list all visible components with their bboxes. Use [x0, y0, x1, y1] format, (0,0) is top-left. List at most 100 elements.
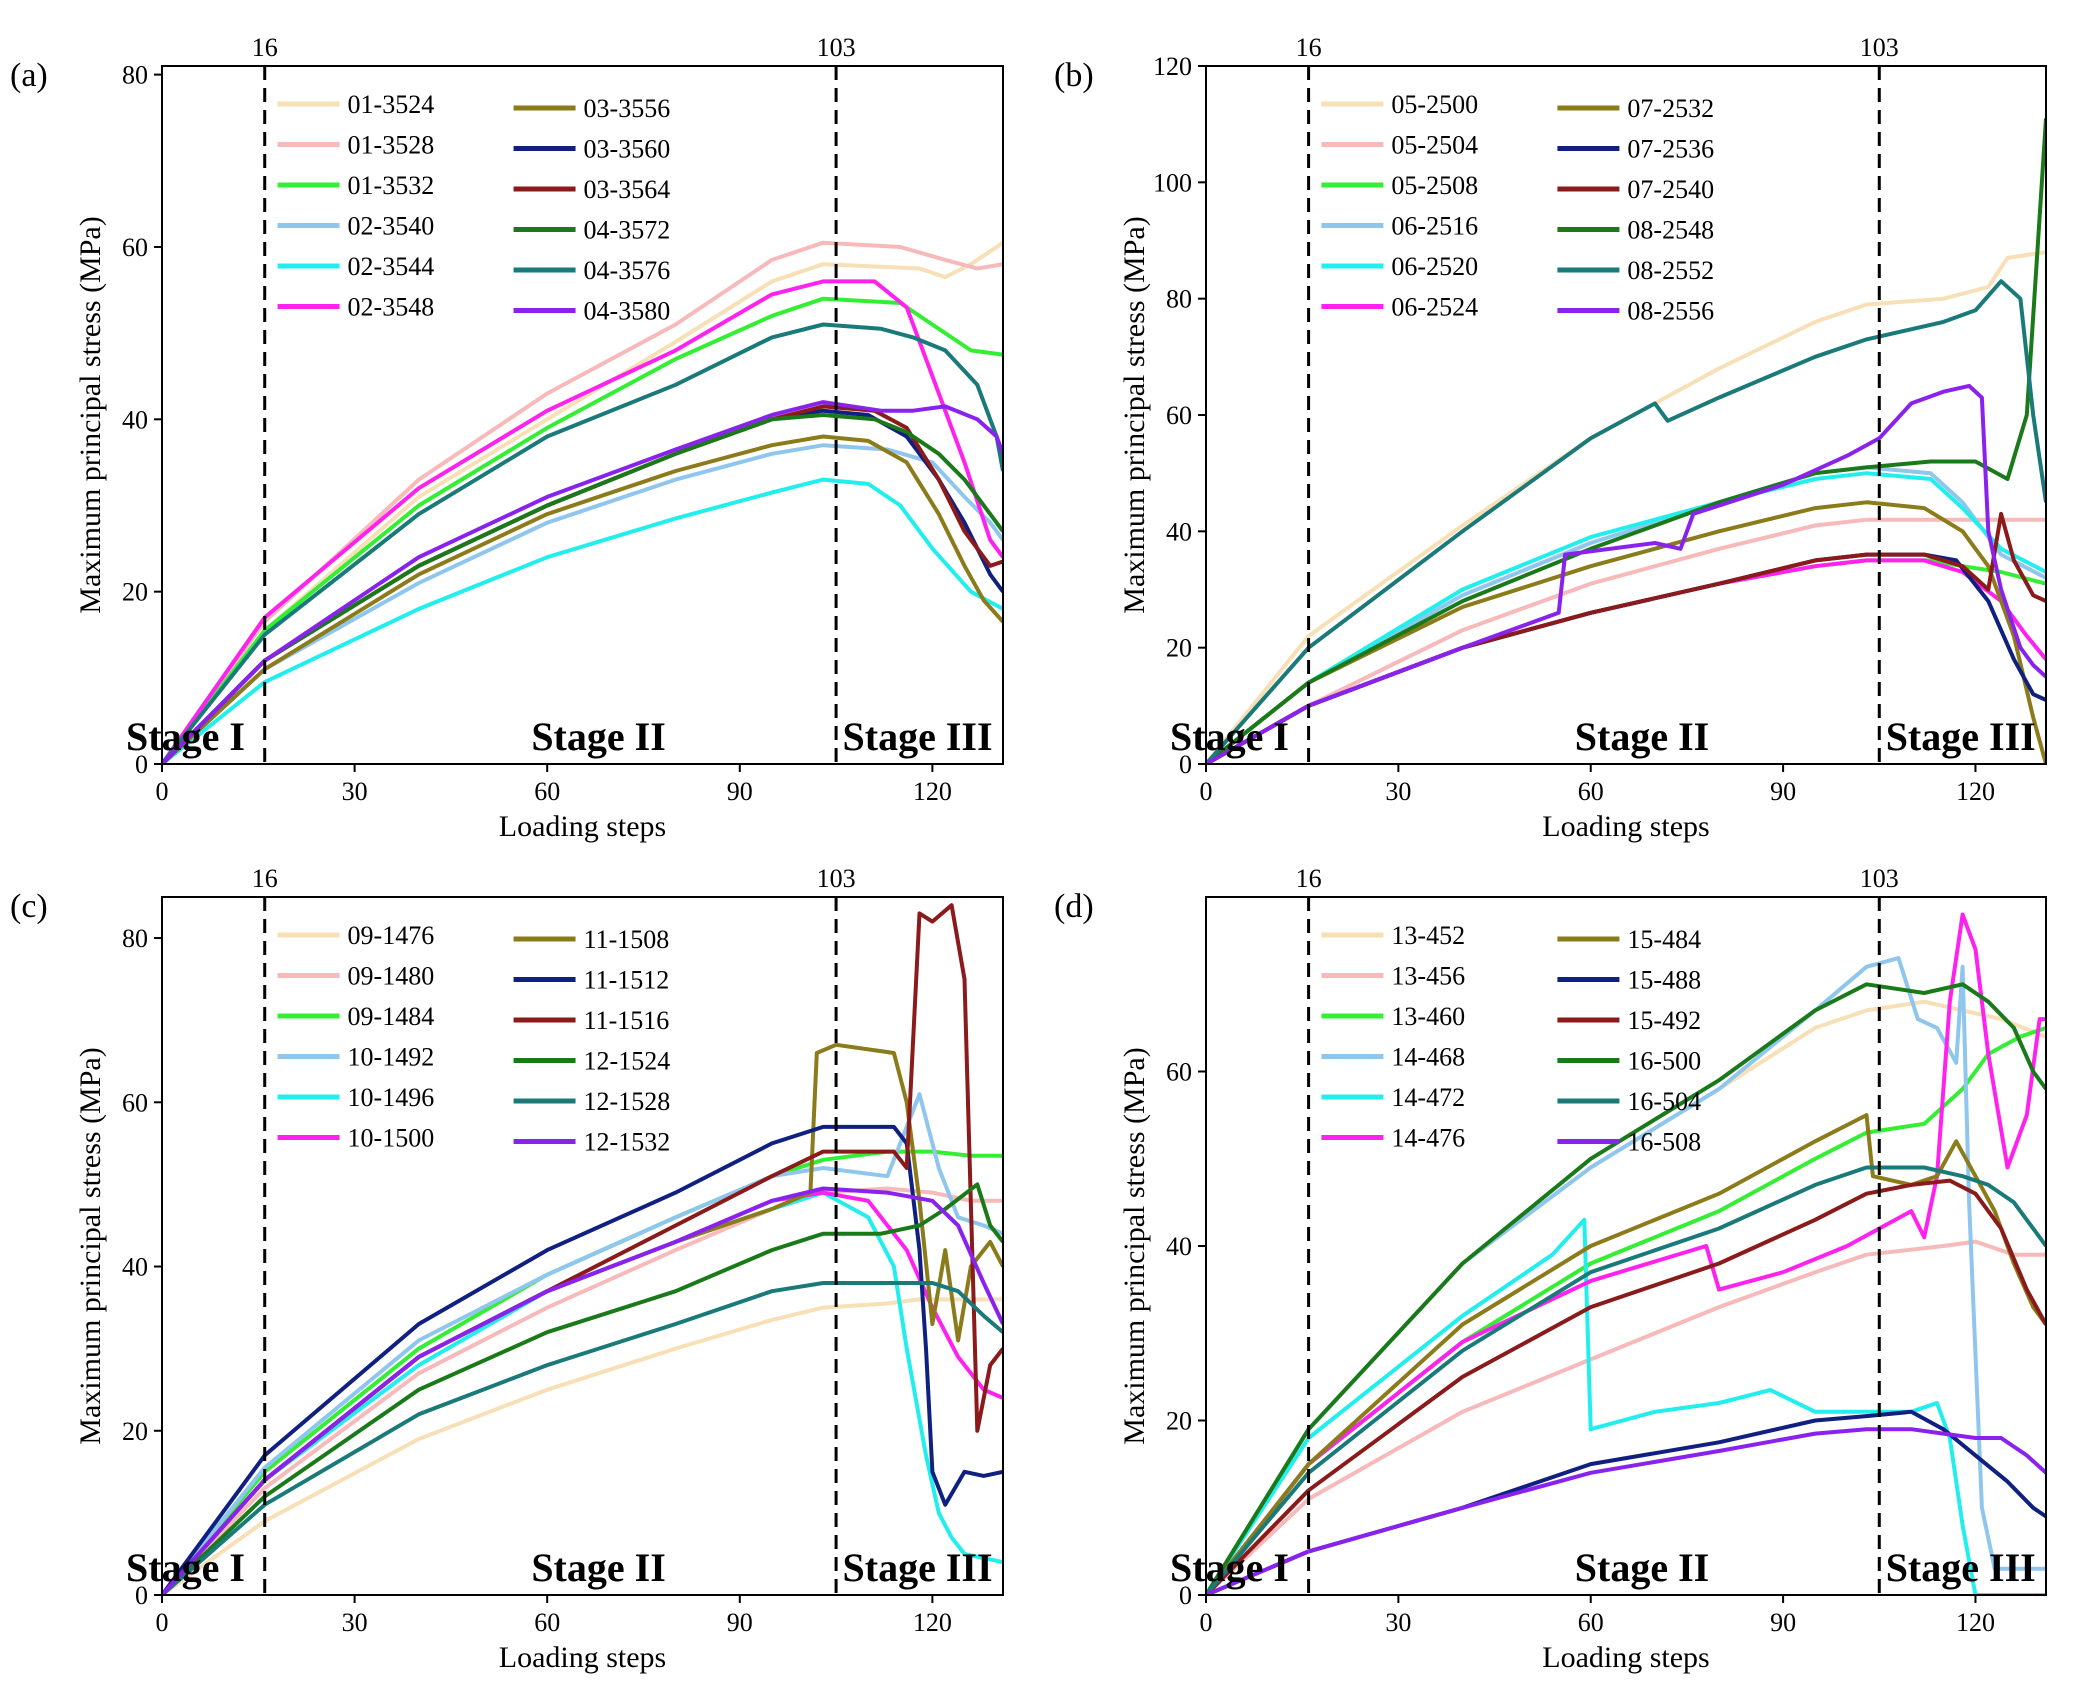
series-line-13-452 — [1206, 999, 2046, 1595]
legend-item-05-2504: 05-2504 — [1391, 131, 1478, 160]
legend-item-09-1480: 09-1480 — [348, 962, 435, 991]
legend-item-15-492: 15-492 — [1627, 1006, 1701, 1035]
panel-b: 16 103 0 30 60 90 120 0 20 40 60 80 100 120 Loading st… — [1054, 33, 2047, 843]
legend-item-01-3528: 01-3528 — [348, 131, 435, 160]
legend-item-14-476: 14-476 — [1391, 1124, 1465, 1153]
series-line-14-476 — [1206, 912, 2046, 1595]
y-axis-title: Maximum principal stress (MPa) — [1118, 216, 1151, 613]
series-line-15-492 — [1206, 1178, 2046, 1595]
series-line-12-1528 — [162, 1281, 1003, 1595]
x-tick-label: 0 — [1200, 1608, 1213, 1637]
y-tick-label: 0 — [135, 750, 148, 779]
series-line-13-460 — [1206, 1026, 2046, 1595]
stage-divider-label: 16 — [252, 864, 278, 893]
stage-divider-label: 103 — [1860, 33, 1899, 62]
x-tick-label: 30 — [342, 777, 368, 806]
panel-label: (d) — [1054, 888, 1094, 925]
legend-item-14-468: 14-468 — [1391, 1043, 1465, 1072]
legend-item-01-3524: 01-3524 — [348, 90, 435, 119]
legend-item-02-3540: 02-3540 — [348, 212, 435, 241]
series-line-01-3532 — [162, 296, 1003, 764]
legend-item-14-472: 14-472 — [1391, 1083, 1465, 1112]
legend-item-06-2516: 06-2516 — [1391, 212, 1478, 241]
legend-item-08-2548: 08-2548 — [1627, 216, 1714, 245]
series-line-14-472 — [1206, 1217, 2046, 1595]
y-tick-label: 120 — [1153, 52, 1192, 81]
plot-frame — [161, 896, 1004, 1596]
x-tick-label: 30 — [1385, 777, 1411, 806]
series-line-08-2556 — [1206, 383, 2046, 764]
stage-label-3: Stage III — [843, 1545, 993, 1590]
x-tick-label: 0 — [1200, 777, 1213, 806]
x-tick-label: 0 — [156, 1608, 169, 1637]
legend-item-16-500: 16-500 — [1627, 1047, 1701, 1076]
x-axis-title: Loading steps — [1542, 810, 1709, 843]
stage-label-2: Stage II — [531, 1545, 665, 1590]
series-line-16-500 — [1206, 982, 2046, 1595]
x-tick-label: 60 — [534, 777, 560, 806]
legend-item-02-3544: 02-3544 — [348, 252, 435, 281]
series-line-05-2500 — [1206, 250, 2046, 764]
y-tick-label: 100 — [1153, 168, 1192, 197]
x-tick-label: 60 — [1578, 1608, 1604, 1637]
plot-frame — [161, 65, 1004, 765]
legend-item-02-3548: 02-3548 — [348, 293, 435, 322]
legend-item-13-460: 13-460 — [1391, 1002, 1465, 1031]
legend-item-03-3564: 03-3564 — [584, 175, 671, 204]
legend-item-07-2540: 07-2540 — [1627, 175, 1714, 204]
series-line-10-1492 — [162, 1092, 1003, 1595]
stage-divider-label: 103 — [1860, 864, 1899, 893]
series-line-12-1532 — [162, 1186, 1003, 1595]
stage-divider-label: 16 — [252, 33, 278, 62]
x-tick-label: 0 — [156, 777, 169, 806]
y-tick-label: 20 — [1166, 634, 1192, 663]
legend: 09-1476 09-1480 09-1484 10-1492 10-1496 10-15… — [277, 921, 671, 1157]
panel-label: (b) — [1054, 57, 1094, 94]
series-line-02-3548 — [162, 279, 1003, 764]
legend-item-15-484: 15-484 — [1627, 925, 1701, 954]
series-line-13-456 — [1206, 1239, 2046, 1595]
y-tick-label: 40 — [1166, 1232, 1192, 1261]
x-tick-label: 120 — [1956, 1608, 1995, 1637]
x-tick-label: 120 — [913, 777, 952, 806]
x-tick-label: 30 — [342, 1608, 368, 1637]
series-line-02-3544 — [162, 477, 1003, 764]
panel-label: (c) — [10, 888, 48, 925]
series-line-07-2532 — [1206, 500, 2046, 764]
legend-item-06-2520: 06-2520 — [1391, 252, 1478, 281]
legend: 05-2500 05-2504 05-2508 06-2516 06-2520 06-25… — [1321, 90, 1714, 326]
series-line-10-1500 — [162, 1190, 1003, 1595]
stage-label-3: Stage III — [1886, 714, 2036, 759]
x-axis-title: Loading steps — [499, 810, 666, 843]
y-axis-title: Maximum principal stress (MPa) — [74, 1047, 107, 1444]
stage-label-3: Stage III — [843, 714, 993, 759]
series-group — [162, 903, 1003, 1595]
series-line-09-1484 — [162, 1149, 1003, 1595]
x-tick-label: 60 — [1578, 777, 1604, 806]
legend-item-08-2556: 08-2556 — [1627, 297, 1714, 326]
x-axis-title: Loading steps — [499, 1641, 666, 1674]
legend-item-01-3532: 01-3532 — [348, 171, 435, 200]
legend-item-13-456: 13-456 — [1391, 962, 1465, 991]
legend-item-07-2532: 07-2532 — [1627, 94, 1714, 123]
y-tick-label: 0 — [135, 1581, 148, 1610]
x-axis-title: Loading steps — [1542, 1641, 1709, 1674]
stage-label-1: Stage I — [1170, 714, 1289, 759]
series-line-03-3556 — [162, 434, 1003, 764]
y-tick-label: 80 — [1166, 285, 1192, 314]
stage-label-2: Stage II — [1575, 1545, 1709, 1590]
legend-item-12-1532: 12-1532 — [584, 1128, 671, 1157]
legend-item-03-3560: 03-3560 — [584, 135, 671, 164]
y-tick-label: 40 — [122, 1253, 148, 1282]
series-line-08-2548 — [1206, 118, 2046, 764]
stage-divider-label: 103 — [817, 864, 856, 893]
series-line-09-1480 — [162, 1186, 1003, 1595]
series-line-10-1496 — [162, 1190, 1003, 1595]
legend-item-11-1512: 11-1512 — [584, 966, 670, 995]
x-tick-label: 90 — [1770, 777, 1796, 806]
legend-item-10-1500: 10-1500 — [348, 1124, 435, 1153]
series-line-04-3576 — [162, 322, 1003, 764]
series-line-16-504 — [1206, 1165, 2046, 1595]
x-tick-label: 90 — [727, 777, 753, 806]
